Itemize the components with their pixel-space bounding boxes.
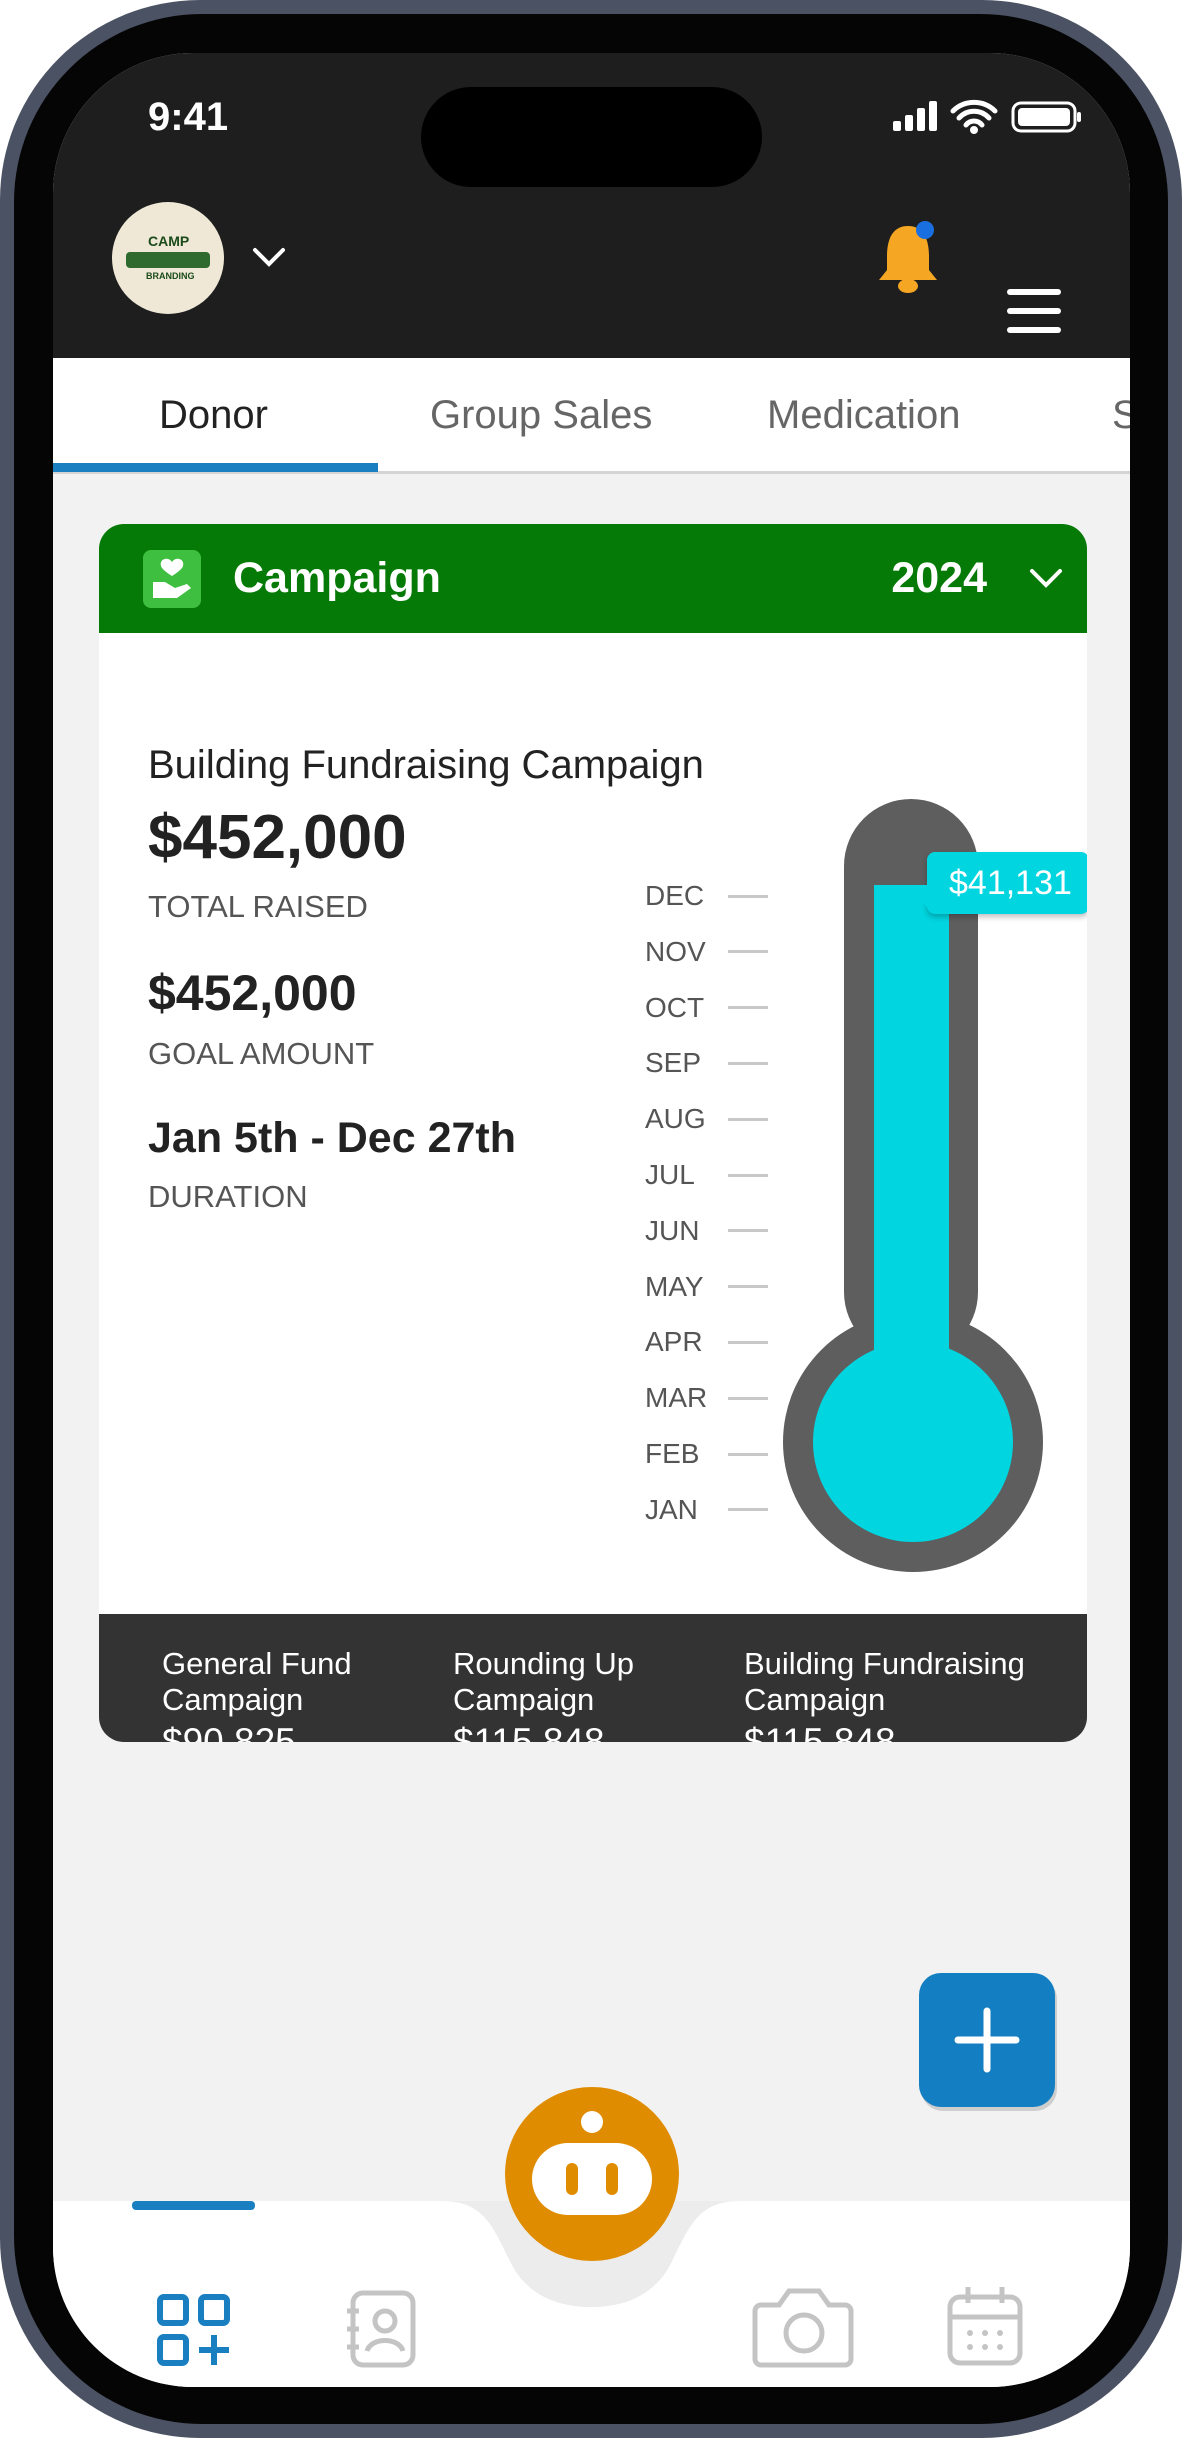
month-tick bbox=[728, 1285, 768, 1289]
tab-bar bbox=[53, 358, 1130, 474]
month-label: NOV bbox=[645, 935, 706, 967]
logo-text: CAMP bbox=[148, 233, 190, 249]
summary-item: General Fund Campaign $90,825 bbox=[162, 1646, 442, 1742]
month-tick bbox=[728, 1508, 768, 1512]
nav-indicator bbox=[132, 2201, 255, 2210]
year-chevron[interactable] bbox=[1029, 568, 1063, 590]
month-label: JAN bbox=[645, 1493, 698, 1525]
month-tick bbox=[728, 1006, 768, 1010]
campaign-name: Building Fundraising Campaign bbox=[148, 743, 704, 787]
account-chevron[interactable] bbox=[251, 246, 287, 270]
status-icons bbox=[893, 99, 1081, 134]
summary-name: Building Fundraising Campaign bbox=[744, 1646, 1025, 1717]
status-time: 9:41 bbox=[148, 95, 229, 139]
bubble-pointer bbox=[905, 885, 929, 909]
logo-text: BRANDING bbox=[146, 271, 195, 281]
month-tick bbox=[728, 1396, 768, 1400]
total-raised: $452,000 bbox=[148, 803, 407, 872]
card-header bbox=[99, 524, 1087, 633]
month-label: FEB bbox=[645, 1438, 700, 1469]
month-label: DEC bbox=[645, 880, 705, 911]
month-label: MAY bbox=[645, 1270, 704, 1302]
tab[interactable]: S bbox=[1112, 393, 1130, 437]
thermometer bbox=[783, 799, 1043, 1572]
duration: Jan 5th - Dec 27th bbox=[148, 1114, 516, 1162]
tab[interactable]: Donor bbox=[159, 393, 268, 437]
summary-amount: $115,848 bbox=[453, 1721, 605, 1742]
tab[interactable]: Group Sales bbox=[430, 393, 653, 437]
summary-amount: $90,825 bbox=[162, 1721, 296, 1742]
dynamic-island bbox=[421, 87, 762, 187]
nav-dashboard[interactable] bbox=[157, 2294, 230, 2366]
year-selector[interactable]: 2024 bbox=[891, 554, 987, 602]
nav-calendar[interactable] bbox=[947, 2287, 1023, 2366]
duration-label: DURATION bbox=[148, 1179, 308, 1214]
add-button[interactable] bbox=[919, 1973, 1059, 2113]
month-label: OCT bbox=[645, 991, 705, 1023]
tab[interactable]: Medication bbox=[767, 393, 961, 437]
summary-item: Rounding Up Campaign $115,848 bbox=[453, 1646, 733, 1742]
month-tick bbox=[728, 1229, 768, 1233]
month-label: APR bbox=[645, 1326, 703, 1358]
campaign-icon bbox=[143, 550, 201, 608]
notification-bell[interactable] bbox=[873, 218, 943, 298]
month-label: SEP bbox=[645, 1047, 702, 1079]
total-label: TOTAL RAISED bbox=[148, 889, 368, 924]
summary-name: Rounding Up Campaign bbox=[453, 1646, 634, 1717]
assistant-button[interactable] bbox=[502, 2087, 682, 2267]
month-tick bbox=[728, 1173, 768, 1177]
month-tick bbox=[728, 894, 768, 898]
thermometer-bubble bbox=[927, 852, 1087, 914]
month-label: AUG bbox=[645, 1103, 706, 1135]
summary-item: Building Fundraising Campaign $115,848 bbox=[744, 1646, 1074, 1742]
nav-camera[interactable] bbox=[752, 2288, 854, 2368]
month-tick bbox=[728, 1061, 768, 1065]
thermometer-label: $41,131 bbox=[949, 864, 1072, 902]
logo-band bbox=[126, 252, 210, 268]
summary-amount: $115,848 bbox=[744, 1721, 896, 1742]
month-tick bbox=[728, 1117, 768, 1121]
summary-band: General Fund Campaign $90,825 Rounding U… bbox=[99, 1614, 1087, 1742]
menu-button[interactable] bbox=[1007, 289, 1061, 333]
goal-amount: $452,000 bbox=[148, 965, 357, 1021]
tab-indicator bbox=[53, 463, 378, 472]
month-label: JUN bbox=[645, 1214, 700, 1246]
goal-label: GOAL AMOUNT bbox=[148, 1036, 375, 1071]
campaign-card: Campaign 2024 Building Fundraising Campa… bbox=[99, 524, 1087, 1742]
month-label: JUL bbox=[645, 1159, 695, 1190]
month-tick bbox=[728, 1452, 768, 1456]
screen: 9:41 CAMP BRANDING Donor Group Sales Med… bbox=[53, 53, 1130, 2387]
month-label: MAR bbox=[645, 1382, 708, 1414]
logo[interactable]: CAMP BRANDING bbox=[112, 202, 224, 314]
summary-name: General Fund Campaign bbox=[162, 1646, 352, 1717]
month-tick bbox=[728, 950, 768, 954]
month-tick bbox=[728, 1340, 768, 1344]
card-title: Campaign bbox=[233, 554, 441, 602]
nav-contacts[interactable] bbox=[347, 2290, 416, 2368]
month-scale: DEC NOV OCT SEP AUG JUL JUN MAY APR MAR FEB JAN bbox=[99, 524, 1087, 1614]
